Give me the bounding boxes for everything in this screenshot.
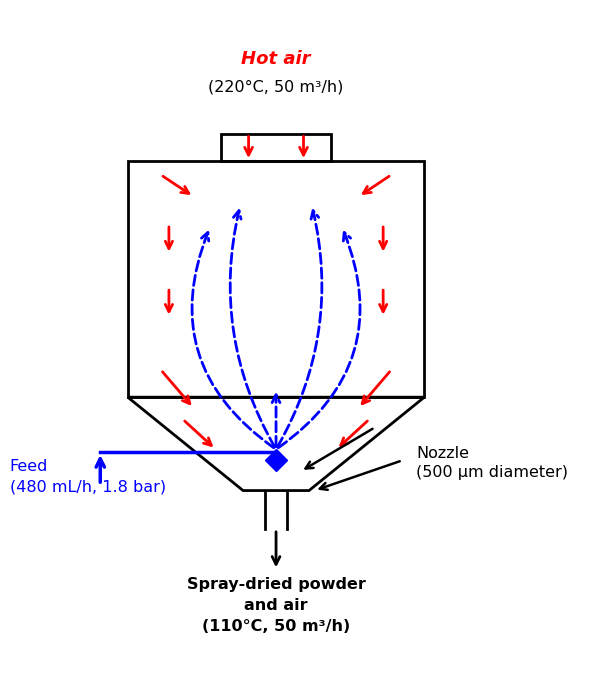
Text: Nozzle
(500 μm diameter): Nozzle (500 μm diameter) — [416, 445, 568, 481]
Text: Hot air: Hot air — [241, 50, 311, 69]
Text: (220°C, 50 m³/h): (220°C, 50 m³/h) — [209, 79, 344, 94]
Text: Feed
(480 mL/h, 1.8 bar): Feed (480 mL/h, 1.8 bar) — [9, 460, 165, 494]
Text: Spray-dried powder
and air
(110°C, 50 m³/h): Spray-dried powder and air (110°C, 50 m³… — [187, 577, 365, 634]
